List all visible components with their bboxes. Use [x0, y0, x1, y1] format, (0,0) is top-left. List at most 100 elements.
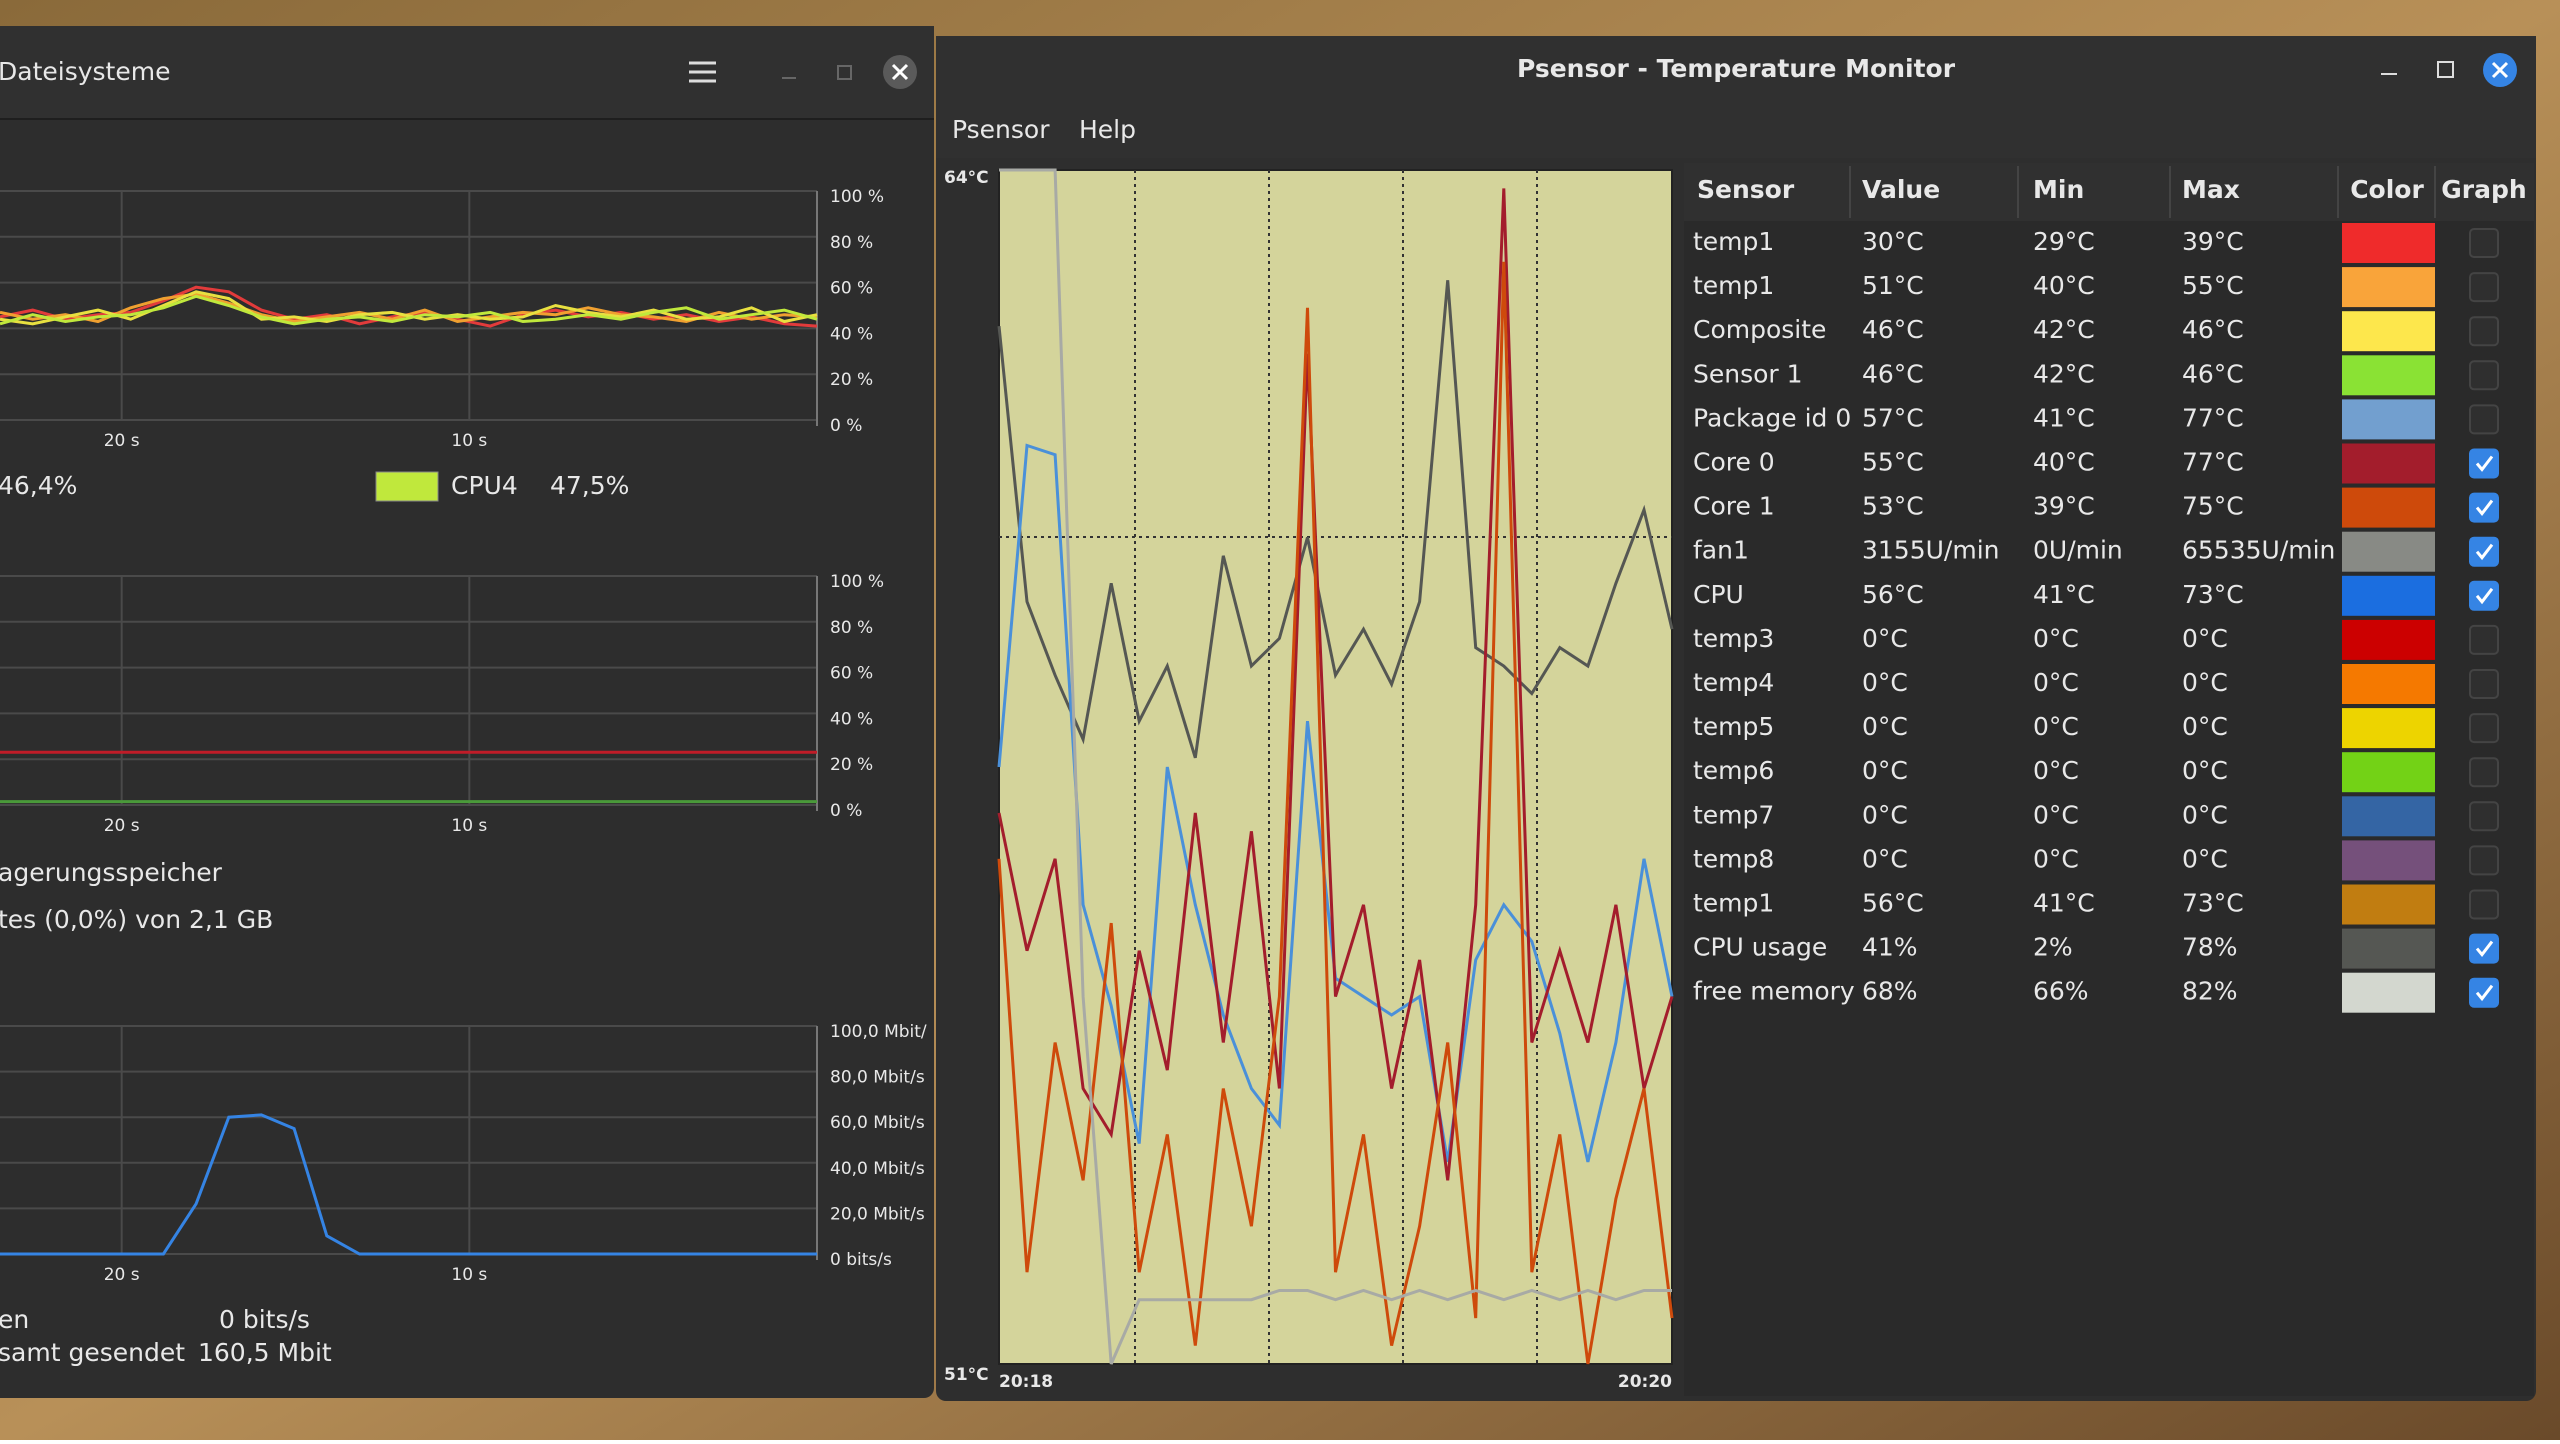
color-swatch[interactable]: [2342, 575, 2435, 616]
checkmark: [2475, 499, 2494, 516]
sensor-value: 55°C: [1862, 448, 1924, 477]
sensor-max: 77°C: [2182, 403, 2244, 432]
sensor-min: 39°C: [2033, 492, 2095, 521]
sensor-max: 77°C: [2182, 448, 2244, 477]
close-button[interactable]: [2483, 53, 2517, 87]
data-line: [0, 1113, 817, 1256]
sensor-max: 0°C: [2182, 800, 2228, 829]
graph-checkbox[interactable]: [2469, 448, 2499, 479]
sensor-value: 0°C: [1862, 668, 1908, 697]
y-tick-label: 60 %: [830, 664, 873, 684]
graph-checkbox[interactable]: [2469, 272, 2499, 303]
sensor-name: Package id 0: [1693, 403, 1851, 432]
sensor-name: CPU usage: [1693, 933, 1827, 962]
color-swatch[interactable]: [2342, 311, 2435, 352]
x-tick-label: 10 s: [451, 1265, 487, 1285]
column-header[interactable]: Max: [2182, 175, 2240, 204]
y-tick-label: 100 %: [830, 187, 884, 207]
color-swatch[interactable]: [2342, 355, 2435, 396]
graph-checkbox[interactable]: [2469, 228, 2499, 258]
color-swatch[interactable]: [2342, 796, 2435, 837]
sensor-min: 41°C: [2033, 889, 2095, 918]
graph-checkbox[interactable]: [2469, 845, 2499, 876]
column-header[interactable]: Color: [2350, 175, 2424, 204]
sensor-min: 0°C: [2033, 624, 2079, 653]
column-header[interactable]: Sensor: [1697, 175, 1795, 204]
y-tick-label: 80,0 Mbit/s: [830, 1068, 925, 1088]
color-swatch[interactable]: [2342, 267, 2435, 308]
y-tick-label: 100 %: [830, 572, 884, 592]
color-swatch[interactable]: [2342, 928, 2435, 969]
sensor-min: 29°C: [2033, 227, 2095, 256]
color-swatch[interactable]: [2342, 487, 2435, 528]
x-tick-label: 20 s: [104, 816, 140, 836]
sensor-max: 55°C: [2182, 271, 2244, 300]
sensor-max: 78%: [2182, 933, 2238, 962]
graph-checkbox[interactable]: [2469, 316, 2499, 347]
sensor-value: 57°C: [1862, 403, 1924, 432]
graph-checkbox[interactable]: [2469, 757, 2499, 788]
sensor-max: 73°C: [2182, 580, 2244, 609]
column-header[interactable]: Value: [1862, 175, 1940, 204]
maximize-button[interactable]: [2437, 61, 2454, 78]
sensor-max: 75°C: [2182, 492, 2244, 521]
sensor-max: 82%: [2182, 977, 2238, 1006]
color-swatch[interactable]: [2342, 708, 2435, 749]
checkmark: [2475, 587, 2494, 605]
column-header[interactable]: Graph: [2441, 175, 2526, 204]
graph-area: [998, 169, 1673, 1365]
sensor-value: 51°C: [1862, 271, 1924, 300]
color-swatch[interactable]: [2342, 664, 2435, 704]
sensor-max: 0°C: [2182, 844, 2228, 873]
color-swatch[interactable]: [2342, 972, 2435, 1013]
color-swatch[interactable]: [2342, 531, 2435, 572]
checkmark: [2475, 543, 2494, 561]
sensor-name: temp3: [1693, 624, 1774, 653]
sensor-name: fan1: [1693, 536, 1749, 565]
color-swatch[interactable]: [2342, 399, 2435, 440]
color-swatch[interactable]: [2342, 223, 2435, 263]
color-swatch[interactable]: [2342, 752, 2435, 793]
color-swatch[interactable]: [2342, 619, 2435, 660]
checkmark: [2475, 984, 2494, 1002]
legend-name: CPU4: [451, 471, 518, 500]
graph-checkbox[interactable]: [2469, 889, 2499, 920]
y-tick-label: 20,0 Mbit/s: [830, 1204, 925, 1224]
x-axis-label: 20:18: [999, 1372, 1053, 1392]
sensor-name: temp6: [1693, 756, 1774, 785]
graph-checkbox[interactable]: [2469, 977, 2499, 1008]
sensor-name: temp1: [1693, 889, 1774, 918]
checkmark: [2475, 455, 2494, 472]
color-swatch[interactable]: [2342, 884, 2435, 925]
graph-checkbox[interactable]: [2469, 360, 2499, 391]
sensor-min: 41°C: [2033, 403, 2095, 432]
menu-item[interactable]: Psensor: [952, 115, 1050, 144]
graph-checkbox[interactable]: [2469, 536, 2499, 567]
graph-checkbox[interactable]: [2469, 492, 2499, 523]
legend-value: 46,4%: [0, 471, 77, 500]
column-header[interactable]: Min: [2033, 175, 2084, 204]
table-header: [1684, 163, 2534, 221]
x-tick-label: 10 s: [451, 431, 487, 451]
y-tick-label: 20 %: [830, 755, 873, 775]
menu-button[interactable]: [689, 61, 716, 83]
y-tick-label: 40 %: [830, 709, 873, 729]
graph-checkbox[interactable]: [2469, 624, 2499, 655]
y-tick-label: 0 %: [830, 416, 862, 436]
maximize-button[interactable]: [837, 65, 852, 80]
sensor-name: temp5: [1693, 712, 1774, 741]
sensor-name: temp8: [1693, 844, 1774, 873]
graph-checkbox[interactable]: [2469, 669, 2499, 699]
graph-checkbox[interactable]: [2469, 713, 2499, 744]
graph-checkbox[interactable]: [2469, 933, 2499, 964]
x-tick-label: 20 s: [104, 1265, 140, 1285]
color-swatch[interactable]: [2342, 443, 2435, 484]
sensor-value: 53°C: [1862, 492, 1924, 521]
graph-checkbox[interactable]: [2469, 580, 2499, 611]
menu-item[interactable]: Help: [1079, 115, 1136, 144]
graph-checkbox[interactable]: [2469, 404, 2499, 435]
graph-checkbox[interactable]: [2469, 801, 2499, 832]
close-button[interactable]: [883, 55, 917, 89]
legend-swatch: [375, 471, 439, 502]
color-swatch[interactable]: [2342, 840, 2435, 881]
